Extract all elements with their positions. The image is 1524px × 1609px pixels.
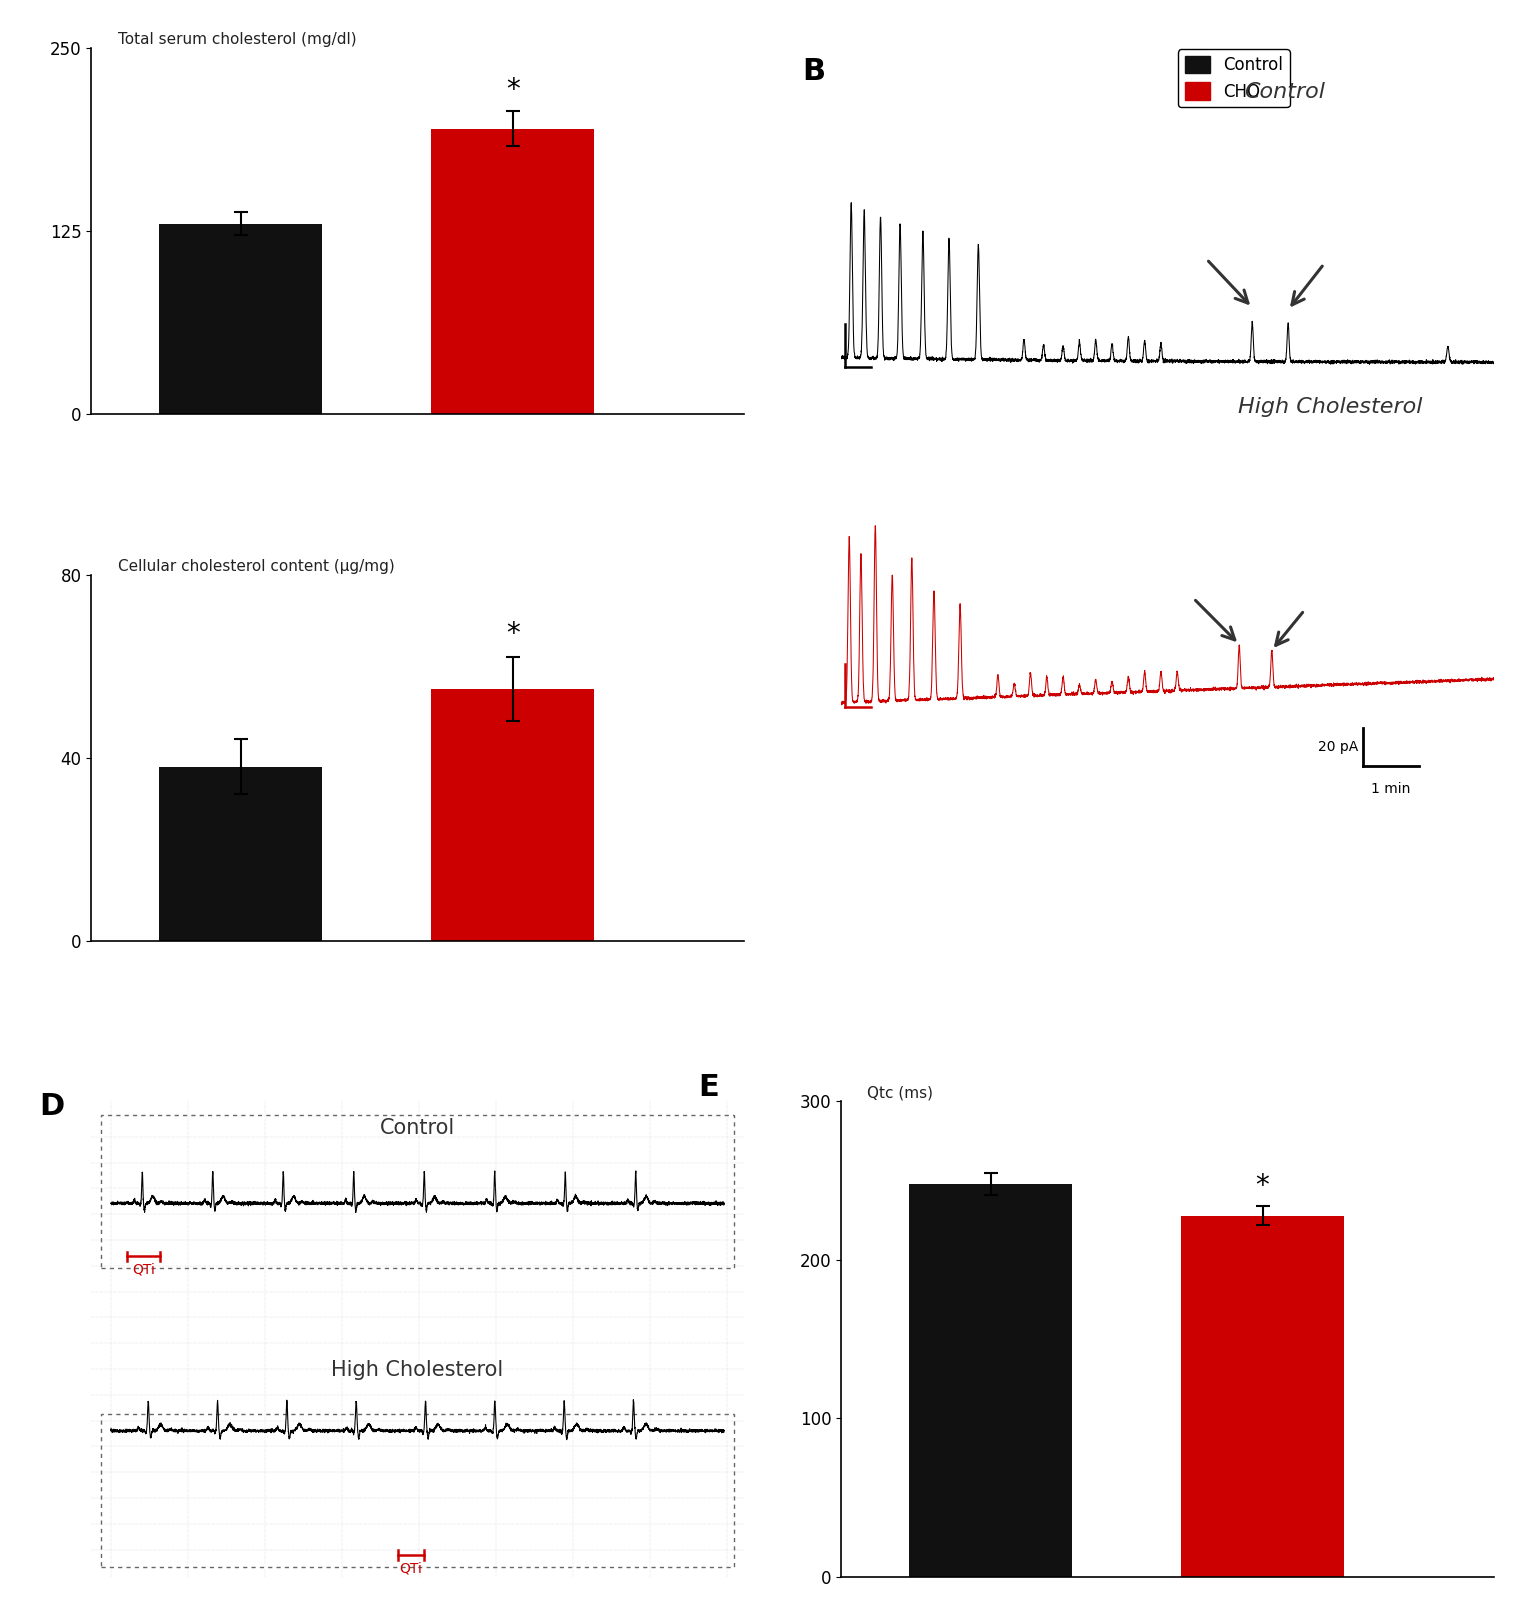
Bar bbox=[1181, 1215, 1344, 1577]
Bar bbox=[910, 1184, 1073, 1577]
Text: *: * bbox=[1256, 1171, 1269, 1200]
Text: High Cholesterol: High Cholesterol bbox=[1239, 397, 1423, 417]
Legend: Control, CHO: Control, CHO bbox=[1178, 50, 1289, 108]
Text: B: B bbox=[802, 58, 826, 87]
Text: Cellular cholesterol content (µg/mg): Cellular cholesterol content (µg/mg) bbox=[117, 558, 395, 574]
Text: QTi: QTi bbox=[133, 1263, 155, 1276]
Text: Control: Control bbox=[379, 1118, 456, 1139]
Text: E: E bbox=[698, 1073, 719, 1102]
Bar bbox=[101, 1115, 733, 1268]
Bar bbox=[431, 129, 594, 414]
Text: Total serum cholesterol (mg/dl): Total serum cholesterol (mg/dl) bbox=[117, 32, 357, 47]
Text: D: D bbox=[40, 1093, 64, 1121]
Text: *: * bbox=[506, 619, 520, 648]
Text: QTi: QTi bbox=[399, 1561, 422, 1575]
Bar bbox=[101, 1414, 733, 1567]
Bar bbox=[160, 224, 323, 414]
Text: Control: Control bbox=[1245, 82, 1326, 103]
Bar bbox=[160, 767, 323, 941]
Text: *: * bbox=[506, 76, 520, 105]
Bar bbox=[431, 689, 594, 941]
Text: Qtc (ms): Qtc (ms) bbox=[867, 1084, 934, 1101]
Text: High Cholesterol: High Cholesterol bbox=[331, 1360, 503, 1379]
Text: 1 min: 1 min bbox=[1372, 782, 1411, 795]
Text: 20 pA: 20 pA bbox=[1318, 740, 1358, 755]
